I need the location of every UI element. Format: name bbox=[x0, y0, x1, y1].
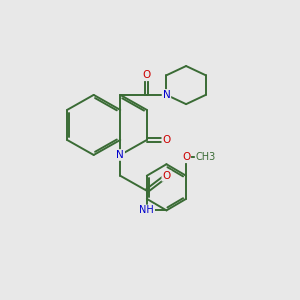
Text: O: O bbox=[162, 135, 171, 145]
Text: N: N bbox=[163, 90, 170, 100]
Text: NH: NH bbox=[140, 206, 154, 215]
Text: N: N bbox=[116, 150, 124, 160]
Text: O: O bbox=[182, 152, 190, 162]
Text: CH3: CH3 bbox=[196, 152, 216, 162]
Text: O: O bbox=[162, 171, 171, 181]
Text: O: O bbox=[143, 70, 151, 80]
